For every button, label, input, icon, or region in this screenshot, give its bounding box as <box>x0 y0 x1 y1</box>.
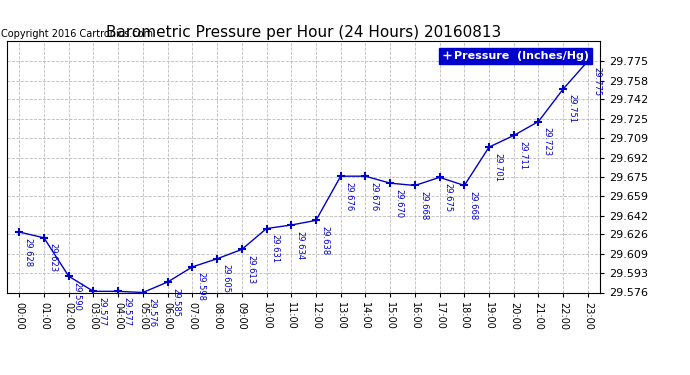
Text: 29.751: 29.751 <box>567 94 576 123</box>
Text: 29.676: 29.676 <box>345 182 354 211</box>
Text: 29.638: 29.638 <box>320 226 329 255</box>
Text: 29.623: 29.623 <box>48 243 57 273</box>
Text: Copyright 2016 Cartronics.com: Copyright 2016 Cartronics.com <box>1 29 153 39</box>
Text: 29.585: 29.585 <box>172 288 181 316</box>
Text: 29.775: 29.775 <box>592 67 601 96</box>
Text: 29.577: 29.577 <box>97 297 106 326</box>
Text: 29.701: 29.701 <box>493 153 502 182</box>
Text: 29.628: 29.628 <box>23 238 32 267</box>
Text: 29.668: 29.668 <box>419 191 428 220</box>
Legend: Pressure  (Inches/Hg): Pressure (Inches/Hg) <box>440 48 592 64</box>
Text: 29.675: 29.675 <box>444 183 453 212</box>
Title: Barometric Pressure per Hour (24 Hours) 20160813: Barometric Pressure per Hour (24 Hours) … <box>106 25 501 40</box>
Text: 29.576: 29.576 <box>147 298 156 327</box>
Text: 29.723: 29.723 <box>542 127 551 156</box>
Text: 29.613: 29.613 <box>246 255 255 284</box>
Text: 29.634: 29.634 <box>295 231 304 260</box>
Text: 29.711: 29.711 <box>518 141 527 170</box>
Text: 29.605: 29.605 <box>221 264 230 293</box>
Text: 29.676: 29.676 <box>370 182 379 211</box>
Text: 29.598: 29.598 <box>197 273 206 302</box>
Text: 29.670: 29.670 <box>394 189 403 218</box>
Text: 29.668: 29.668 <box>469 191 477 220</box>
Text: 29.577: 29.577 <box>122 297 131 326</box>
Text: 29.631: 29.631 <box>270 234 279 263</box>
Text: 29.590: 29.590 <box>73 282 82 310</box>
